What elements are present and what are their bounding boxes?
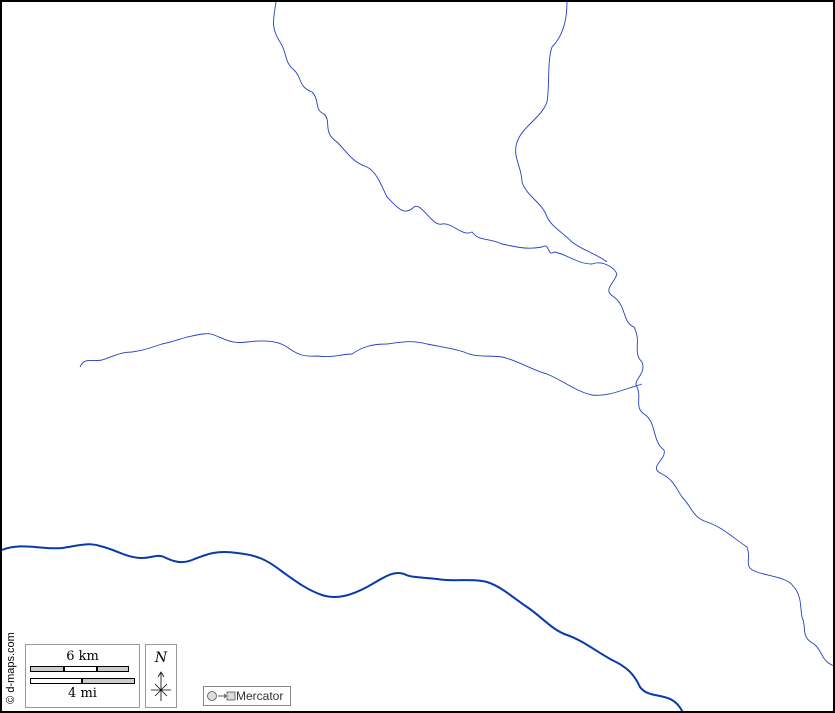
scale-km-label: 6 km xyxy=(66,649,99,664)
scale-bar: 6 km 4 mi xyxy=(25,644,140,708)
scale-mi-label: 4 mi xyxy=(68,686,97,701)
scale-km-segment xyxy=(97,666,129,672)
credit-text: © d-maps.com xyxy=(5,632,17,704)
river-north-west xyxy=(273,2,833,666)
projection-icon xyxy=(207,691,236,701)
scale-km-segment xyxy=(64,666,97,672)
projection-box: Mercator xyxy=(203,686,291,706)
scale-mi-segment xyxy=(30,678,82,684)
scale-km-segment xyxy=(30,666,64,672)
scale-mi-segment xyxy=(82,678,135,684)
river-north-east xyxy=(515,2,608,263)
river-west xyxy=(79,333,643,396)
river-main xyxy=(2,543,684,711)
north-label: N xyxy=(154,650,168,666)
north-arrow: N xyxy=(145,644,177,708)
compass-icon xyxy=(151,671,171,701)
projection-label: Mercator xyxy=(236,689,284,703)
